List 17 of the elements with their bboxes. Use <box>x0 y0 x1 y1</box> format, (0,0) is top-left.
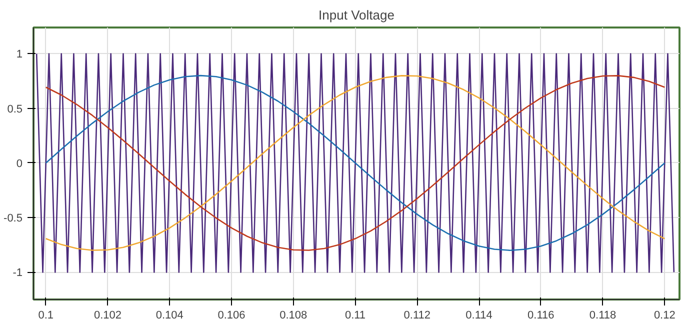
x-tick-label: 0.12 <box>654 310 676 321</box>
x-tick-label: 0.116 <box>528 310 554 321</box>
x-tick-label: 0.1 <box>38 310 54 321</box>
x-tick-label: 0.102 <box>94 310 122 321</box>
y-tick-label: 0.5 <box>7 103 23 116</box>
x-tick-label: 0.112 <box>404 310 431 321</box>
y-tick-label: 0 <box>16 158 23 170</box>
y-tick-label: -0.5 <box>4 212 23 225</box>
x-tick-label: 0.104 <box>156 310 184 321</box>
x-tick-label: 0.106 <box>218 310 246 321</box>
y-tick-label: -1 <box>12 267 22 280</box>
x-tick-label: 0.114 <box>466 310 492 321</box>
y-tick-label: 1 <box>16 48 23 61</box>
x-tick-label: 0.11 <box>344 310 366 321</box>
x-tick-label: 0.118 <box>589 310 616 321</box>
x-tick-label: 0.108 <box>280 310 308 321</box>
chart-title: Input Voltage <box>318 8 394 22</box>
